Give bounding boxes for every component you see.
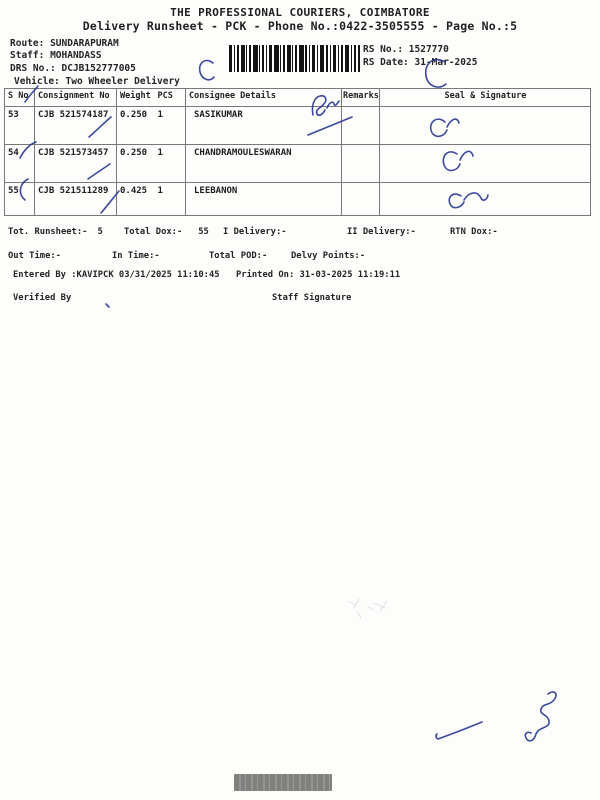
- vehicle-line: Vehicle: Two Wheeler Delivery: [14, 76, 180, 87]
- col-header-remarks: Remarks: [341, 88, 380, 107]
- cell-consignment: CJB 521574187: [34, 106, 117, 145]
- rs-no-label: RS No.:: [363, 44, 404, 55]
- total-dox-label: Total Dox:-: [124, 227, 183, 237]
- runsheet-subtitle: Delivery Runsheet - PCK - Phone No.:0422…: [82, 19, 518, 33]
- drs-label: DRS No.:: [10, 63, 56, 74]
- col-header-pcs: PCS: [154, 88, 186, 107]
- col-header-consignment: Consignment No: [34, 88, 117, 107]
- pen-bottom-line: [435, 721, 483, 740]
- cell-seal: [379, 144, 591, 183]
- col-header-seal: Seal & Signature: [379, 88, 591, 107]
- bottom-barcode-artifact: [234, 774, 332, 791]
- delvy-points-label: Delvy Points:-: [291, 251, 366, 261]
- rs-date-label: RS Date:: [363, 57, 409, 68]
- scan-smudge: [348, 598, 388, 619]
- table-header-row: S No Consignment No Weight PCS Consignee…: [4, 88, 591, 107]
- pen-bottom-signature: [524, 691, 557, 742]
- staff-signature-label: Staff Signature: [272, 293, 352, 303]
- cell-remarks: [341, 144, 380, 183]
- pen-c-mark-header: [198, 59, 215, 81]
- cell-weight: 0.250: [116, 144, 155, 183]
- cell-seal: [379, 182, 591, 216]
- total-pod-label: Total POD:-: [209, 251, 268, 261]
- cell-weight: 0.425: [116, 182, 155, 216]
- cell-sno: 54: [4, 144, 35, 183]
- col-header-sno: S No: [4, 88, 35, 107]
- cell-pcs: 1: [154, 106, 186, 145]
- cell-remarks: [341, 182, 380, 216]
- verified-by-label: Verified By: [13, 293, 72, 303]
- staff-value: MOHANDASS: [50, 50, 102, 61]
- route-label: Route:: [10, 38, 45, 49]
- table-row: 54 CJB 521573457 0.250 1 CHANDRAMOULESWA…: [4, 144, 591, 183]
- ii-delivery-label: II Delivery:-: [347, 227, 416, 237]
- cell-sno: 55: [4, 182, 35, 216]
- col-header-weight: Weight: [116, 88, 155, 107]
- cell-consignment: CJB 521573457: [34, 144, 117, 183]
- cell-remarks: [341, 106, 380, 145]
- table-row: 55 CJB 521511289 0.425 1 LEEBANON: [4, 182, 591, 216]
- entered-by-line: Entered By :KAVIPCK 03/31/2025 11:10:45: [13, 270, 220, 280]
- runsheet-barcode-icon: [229, 45, 360, 72]
- pen-dot-verified: [105, 303, 110, 308]
- cell-consignment: CJB 521511289: [34, 182, 117, 216]
- printed-on-line: Printed On: 31-03-2025 11:19:11: [236, 270, 401, 280]
- table-row: 53 CJB 521574187 0.250 1 SASIKUMAR: [4, 106, 591, 145]
- route-line: Route: SUNDARAPURAM: [10, 38, 119, 49]
- cell-sno: 53: [4, 106, 35, 145]
- i-delivery-label: I Delivery:-: [223, 227, 287, 237]
- total-runsheet-label: Tot. Runsheet:-: [8, 227, 88, 237]
- total-runsheet: Tot. Runsheet:- 5: [8, 227, 103, 237]
- cell-consignee: CHANDRAMOULESWARAN: [185, 144, 342, 183]
- consignment-table: S No Consignment No Weight PCS Consignee…: [4, 88, 591, 216]
- rs-date-value: 31-Mar-2025: [414, 57, 478, 68]
- rtn-dox-label: RTN Dox:-: [450, 227, 498, 237]
- route-value: SUNDARAPURAM: [50, 38, 119, 49]
- staff-label: Staff:: [10, 50, 45, 61]
- rs-no-line: RS No.: 1527770: [363, 44, 449, 55]
- cell-seal: [379, 106, 591, 145]
- cell-pcs: 1: [154, 144, 186, 183]
- col-header-consignee: Consignee Details: [185, 88, 342, 107]
- staff-line: Staff: MOHANDASS: [10, 50, 102, 61]
- cell-weight: 0.250: [116, 106, 155, 145]
- rs-date-line: RS Date: 31-Mar-2025: [363, 57, 477, 68]
- company-title: THE PROFESSIONAL COURIERS, COIMBATORE: [170, 6, 430, 19]
- cell-consignee: SASIKUMAR: [185, 106, 342, 145]
- total-runsheet-value: 5: [97, 227, 103, 237]
- drs-line: DRS No.: DCJB152777005: [10, 63, 136, 74]
- vehicle-label: Vehicle:: [14, 76, 60, 87]
- cell-consignee: LEEBANON: [185, 182, 342, 216]
- drs-value: DCJB152777005: [61, 63, 136, 74]
- out-time-label: Out Time:-: [8, 251, 61, 261]
- total-dox-value: 55: [198, 227, 209, 237]
- vehicle-value: Two Wheeler Delivery: [65, 76, 180, 87]
- cell-pcs: 1: [154, 182, 186, 216]
- in-time-label: In Time:-: [112, 251, 160, 261]
- total-dox: Total Dox:- 55: [124, 227, 209, 237]
- rs-no-value: 1527770: [408, 44, 449, 55]
